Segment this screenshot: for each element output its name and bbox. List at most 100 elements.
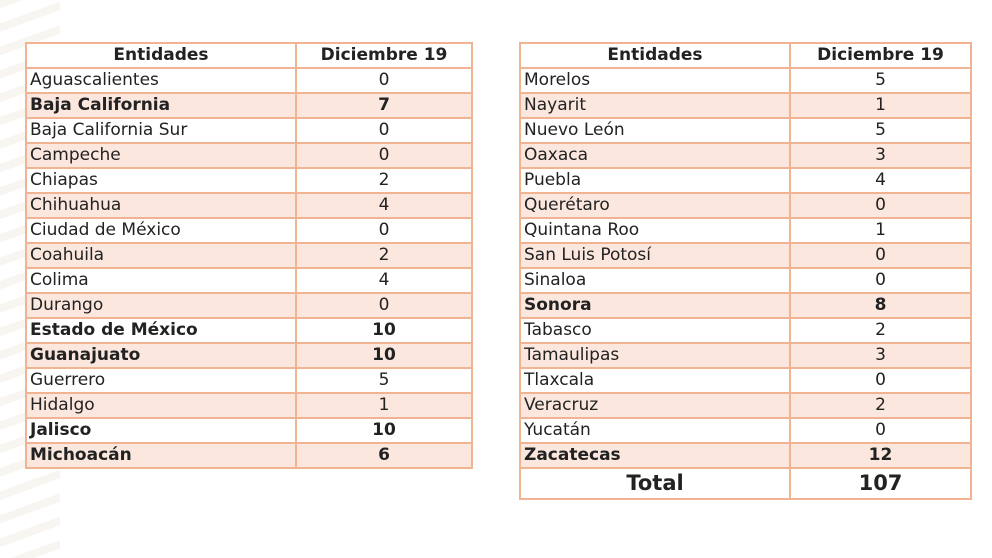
table-row: Aguascalientes 0 [25,67,473,94]
entity-name: Sinaloa [519,267,791,294]
entity-value: 10 [295,317,473,344]
header-row: Entidades Diciembre 19 [25,42,473,69]
entity-value: 3 [789,342,972,369]
entity-value: 4 [295,192,473,219]
entity-name: Puebla [519,167,791,194]
entity-name: Coahuila [25,242,297,269]
entity-value: 4 [295,267,473,294]
entity-name: Tamaulipas [519,342,791,369]
entity-value: 1 [789,217,972,244]
entity-value: 12 [789,442,972,469]
entity-value: 1 [789,92,972,119]
total-row: Total 107 [519,467,972,500]
table-row: Veracruz 2 [519,392,972,419]
table-row: Guerrero 5 [25,367,473,394]
entity-column-header: Entidades [519,42,791,69]
table-row: Oaxaca 3 [519,142,972,169]
table-row: Quintana Roo 1 [519,217,972,244]
entity-value: 0 [789,242,972,269]
table-row: Puebla 4 [519,167,972,194]
table-row: Tabasco 2 [519,317,972,344]
date-column-header: Diciembre 19 [789,42,972,69]
entity-value: 2 [295,242,473,269]
entity-name: Quintana Roo [519,217,791,244]
table-row: Hidalgo 1 [25,392,473,419]
table-row: Coahuila 2 [25,242,473,269]
entity-name: Zacatecas [519,442,791,469]
entity-name: Aguascalientes [25,67,297,94]
table-row: San Luis Potosí 0 [519,242,972,269]
table-row: Durango 0 [25,292,473,319]
entity-name: Baja California [25,92,297,119]
entity-value: 4 [789,167,972,194]
table-row: Guanajuato 10 [25,342,473,369]
entity-value: 0 [295,67,473,94]
entity-value: 3 [789,142,972,169]
table-row: Campeche 0 [25,142,473,169]
table-row: Colima 4 [25,267,473,294]
table-row: Yucatán 0 [519,417,972,444]
entity-value: 0 [295,142,473,169]
entity-name: Guerrero [25,367,297,394]
entity-name: Campeche [25,142,297,169]
entity-name: Michoacán [25,442,297,469]
table-row: Estado de México 10 [25,317,473,344]
table-row: Chihuahua 4 [25,192,473,219]
entity-value: 0 [789,267,972,294]
entity-name: Veracruz [519,392,791,419]
table-row: Baja California Sur 0 [25,117,473,144]
entity-name: Tlaxcala [519,367,791,394]
entity-value: 1 [295,392,473,419]
entity-value: 7 [295,92,473,119]
right-entities-table: Entidades Diciembre 19 Morelos 5 Nayarit 1 N… [519,42,972,500]
entity-name: Guanajuato [25,342,297,369]
entity-name: Ciudad de México [25,217,297,244]
table-row: Tlaxcala 0 [519,367,972,394]
table-row: Chiapas 2 [25,167,473,194]
date-column-header: Diciembre 19 [295,42,473,69]
table-row: Sinaloa 0 [519,267,972,294]
table-row: Querétaro 0 [519,192,972,219]
entity-value: 0 [295,217,473,244]
entity-name: Durango [25,292,297,319]
entity-value: 0 [789,192,972,219]
total-label: Total [519,467,791,500]
entity-name: Hidalgo [25,392,297,419]
entity-name: Nayarit [519,92,791,119]
entity-value: 2 [789,392,972,419]
entity-value: 5 [789,67,972,94]
entity-name: Oaxaca [519,142,791,169]
entity-value: 0 [789,367,972,394]
entity-value: 8 [789,292,972,319]
table-row: Morelos 5 [519,67,972,94]
entity-name: Chihuahua [25,192,297,219]
entity-name: Yucatán [519,417,791,444]
total-value: 107 [789,467,972,500]
entity-value: 2 [295,167,473,194]
table-row: Sonora 8 [519,292,972,319]
entity-name: Morelos [519,67,791,94]
entity-value: 5 [789,117,972,144]
entity-column-header: Entidades [25,42,297,69]
table-row: Nayarit 1 [519,92,972,119]
entity-name: Baja California Sur [25,117,297,144]
entity-value: 2 [789,317,972,344]
table-row: Michoacán 6 [25,442,473,469]
table-row: Baja California 7 [25,92,473,119]
entity-name: Jalisco [25,417,297,444]
entity-value: 0 [295,292,473,319]
right-table-body: Morelos 5 Nayarit 1 Nuevo León 5 Oaxaca 3 Puebla… [519,67,972,469]
entity-value: 10 [295,417,473,444]
entity-value: 0 [789,417,972,444]
header-row: Entidades Diciembre 19 [519,42,972,69]
entity-name: Colima [25,267,297,294]
table-row: Zacatecas 12 [519,442,972,469]
entity-value: 0 [295,117,473,144]
entity-name: Nuevo León [519,117,791,144]
entity-name: Chiapas [25,167,297,194]
entity-name: Sonora [519,292,791,319]
entity-value: 5 [295,367,473,394]
table-row: Ciudad de México 0 [25,217,473,244]
entity-value: 10 [295,342,473,369]
table-row: Jalisco 10 [25,417,473,444]
